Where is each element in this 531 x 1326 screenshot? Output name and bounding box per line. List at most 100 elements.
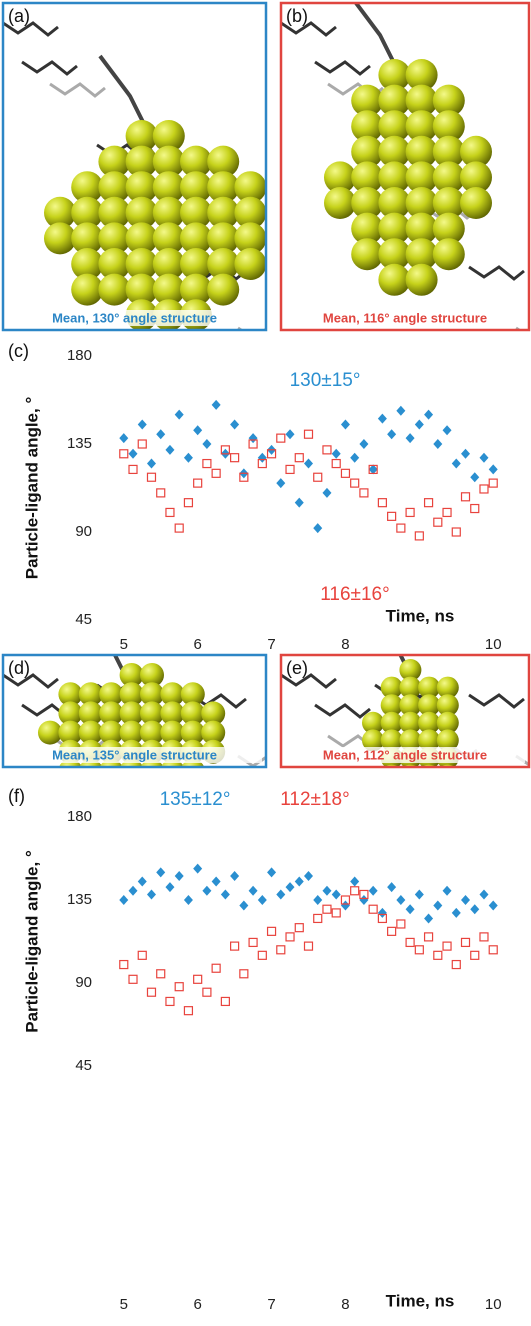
data-point bbox=[248, 937, 258, 948]
data-point bbox=[183, 452, 193, 463]
y-tick-label: 135 bbox=[67, 435, 92, 452]
panel-label: (d) bbox=[8, 658, 30, 678]
data-point bbox=[156, 488, 166, 498]
data-point bbox=[128, 464, 138, 475]
panel-border bbox=[1, 1, 268, 332]
data-point bbox=[183, 1006, 194, 1016]
ligand bbox=[468, 265, 525, 281]
annotation: 135±12° bbox=[160, 789, 231, 810]
ligand bbox=[281, 21, 337, 37]
data-point bbox=[257, 458, 267, 469]
nanoparticle-atom bbox=[180, 145, 212, 178]
data-point bbox=[313, 895, 323, 905]
data-point bbox=[368, 464, 378, 475]
nanoparticle-atom bbox=[234, 248, 266, 280]
data-point bbox=[359, 439, 369, 449]
nanoparticle-atom bbox=[380, 711, 403, 734]
x-tick-label: 7 bbox=[267, 636, 275, 653]
nanoparticle-atom bbox=[432, 110, 465, 143]
ligand-chain bbox=[398, 655, 410, 671]
nanoparticle-atom bbox=[432, 187, 465, 219]
nanoparticle-atom bbox=[418, 711, 441, 734]
ligand-chain bbox=[112, 655, 127, 676]
nanoparticle-atom bbox=[418, 694, 441, 717]
data-point bbox=[211, 876, 221, 887]
data-point bbox=[423, 932, 434, 942]
nanoparticle-atom bbox=[405, 238, 438, 271]
nanoparticle-atom bbox=[234, 171, 266, 204]
data-point bbox=[211, 468, 221, 478]
nanoparticle-atom bbox=[98, 273, 131, 306]
nanoparticle-atom bbox=[119, 663, 144, 687]
nanoparticle-atom bbox=[125, 171, 158, 204]
data-point bbox=[276, 945, 286, 955]
chart-panel-label: (c) bbox=[8, 341, 29, 361]
data-point bbox=[340, 900, 350, 911]
nanoparticle-atom bbox=[378, 135, 411, 168]
panel-border bbox=[1, 653, 268, 769]
data-point bbox=[442, 941, 452, 951]
x-tick-label: 10 bbox=[485, 636, 502, 653]
nanoparticle-atom bbox=[378, 84, 411, 117]
y-axis-title: Particle-ligand angle, ° bbox=[22, 397, 41, 580]
data-point bbox=[433, 900, 443, 911]
nanoparticle-atom bbox=[58, 701, 83, 726]
panel-border bbox=[279, 1, 531, 332]
data-point bbox=[285, 464, 295, 475]
data-point bbox=[137, 439, 147, 449]
ligand bbox=[314, 703, 371, 719]
data-point bbox=[128, 974, 138, 984]
data-point bbox=[377, 913, 387, 924]
data-point bbox=[193, 478, 203, 488]
x-tick-label: 5 bbox=[120, 636, 128, 653]
x-tick-label: 6 bbox=[193, 636, 201, 653]
nanoparticle-atom bbox=[351, 187, 384, 219]
data-point bbox=[479, 932, 489, 942]
nanoparticle-atom bbox=[207, 222, 240, 255]
data-point bbox=[442, 885, 452, 896]
data-point bbox=[248, 885, 258, 896]
nanoparticle-atom bbox=[71, 196, 104, 229]
nanoparticle-atom bbox=[418, 729, 441, 752]
panel-caption: Mean, 112° angle structure bbox=[323, 747, 487, 762]
data-point bbox=[424, 409, 434, 420]
data-point bbox=[257, 452, 267, 463]
nanoparticle-atom bbox=[152, 248, 185, 280]
nanoparticle-atom bbox=[324, 161, 356, 194]
data-point bbox=[202, 987, 212, 997]
nanoparticle-atom bbox=[58, 682, 83, 707]
annotation: 116±16° bbox=[320, 584, 389, 605]
data-point bbox=[331, 908, 341, 918]
nanoparticle-atom bbox=[432, 161, 465, 194]
nanoparticle-atom bbox=[436, 694, 459, 717]
data-point bbox=[294, 497, 304, 508]
caption-bg bbox=[285, 310, 525, 326]
nanoparticle-atom bbox=[378, 212, 411, 245]
data-point bbox=[433, 439, 443, 449]
nanoparticle-atom bbox=[351, 84, 384, 117]
nanoparticle-atom bbox=[38, 720, 62, 745]
data-point bbox=[146, 472, 157, 482]
data-point bbox=[276, 433, 286, 443]
data-point bbox=[368, 885, 378, 896]
data-point bbox=[230, 941, 240, 951]
data-point bbox=[414, 945, 424, 955]
data-point bbox=[165, 996, 175, 1007]
nanoparticle-atom bbox=[378, 110, 411, 143]
data-point bbox=[433, 517, 443, 527]
data-point bbox=[313, 913, 323, 924]
data-point bbox=[202, 885, 212, 896]
data-point bbox=[193, 425, 203, 436]
nanoparticle-atom bbox=[125, 273, 158, 306]
nanoparticle-atom bbox=[99, 682, 124, 707]
data-point bbox=[414, 889, 424, 900]
data-point bbox=[239, 900, 249, 911]
nanoparticle-atom bbox=[405, 161, 438, 194]
nanoparticle-atom bbox=[418, 676, 441, 699]
data-point bbox=[460, 937, 471, 948]
data-point bbox=[470, 472, 480, 483]
y-tick-label: 135 bbox=[67, 891, 92, 908]
nanoparticle-atom bbox=[125, 248, 158, 280]
nanoparticle-atom bbox=[405, 84, 438, 117]
data-point bbox=[137, 950, 147, 960]
